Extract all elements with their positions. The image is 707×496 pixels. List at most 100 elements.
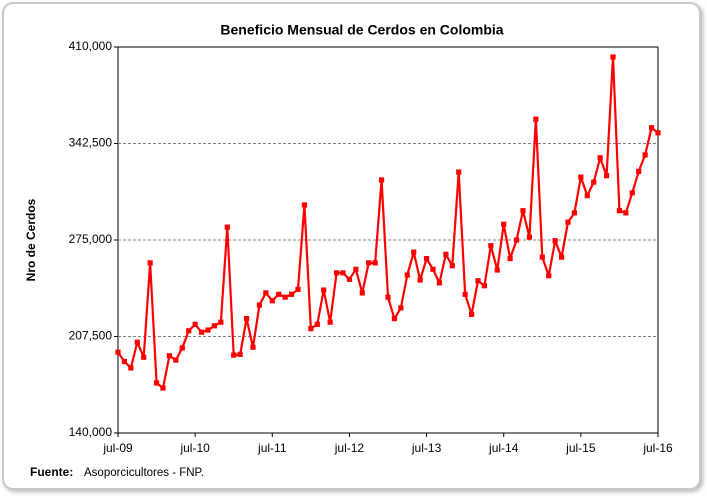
data-point [430,266,436,272]
chart-frame [2,2,701,490]
x-tick-label: jul-11 [257,441,287,455]
data-point [642,152,648,158]
y-tick-label: 275,000 [69,232,113,246]
data-point [623,210,629,216]
data-point [295,286,301,292]
data-point [404,272,410,278]
data-point [423,255,430,262]
data-point [218,319,224,325]
data-point [237,351,243,357]
data-point [603,173,610,179]
data-point [533,116,539,122]
data-point [147,260,153,266]
x-tick-label: jul-15 [565,441,596,455]
data-point [546,273,552,279]
data-point [231,352,237,358]
data-point [385,294,391,300]
data-point [481,283,488,289]
data-point [436,280,443,286]
data-point [321,287,327,293]
x-tick-label: jul-12 [334,441,365,455]
data-point [539,254,545,260]
chart-title: Beneficio Mensual de Cerdos en Colombia [220,22,503,38]
data-point [417,277,423,283]
data-point [333,270,340,276]
data-point [160,385,166,391]
data-point [269,298,275,304]
data-point [134,339,140,345]
data-point [372,260,378,266]
data-point [610,54,616,60]
data-point [256,302,263,308]
data-point [462,291,468,297]
data-point [128,365,134,371]
data-point [198,329,205,335]
data-point [398,305,404,311]
data-point [121,358,128,365]
data-point [327,319,333,325]
data-point [597,155,603,161]
data-point [591,179,597,185]
data-point [263,290,269,296]
x-tick-label: jul-09 [102,441,133,455]
data-point [224,224,230,230]
data-point [526,234,533,240]
source-label: Fuente: [30,465,73,479]
data-point [571,210,578,216]
data-point [186,328,192,334]
data-point [636,168,642,174]
data-point [456,169,462,175]
y-axis-label: Nro de Cerdos [24,198,38,281]
data-point [166,353,173,359]
data-point [243,316,250,322]
data-point [584,193,590,199]
data-point [475,278,481,284]
y-tick-label: 207,500 [69,329,113,343]
data-point [513,237,520,243]
data-point [288,291,295,297]
data-point [468,311,475,317]
data-point [141,354,147,360]
data-point [501,221,507,227]
data-point [346,276,353,282]
data-point [173,357,179,363]
x-tick-label: jul-16 [642,441,673,455]
data-point [340,270,346,276]
data-point [115,349,121,355]
data-point [520,208,526,214]
data-point [308,326,314,332]
data-point [443,251,449,257]
data-point [411,249,417,255]
data-point [179,345,185,351]
x-tick-label: jul-10 [179,441,210,455]
data-point [558,254,565,260]
data-point [301,202,308,208]
data-point [449,263,455,269]
source: Asoporcicultores - FNP. [84,467,204,479]
data-point [250,344,256,350]
data-point [655,130,661,136]
y-tick-label: 342,500 [69,136,113,150]
data-point [494,267,500,273]
data-point [192,321,198,327]
data-point [629,190,635,196]
y-tick-label: 140,000 [69,425,113,439]
data-point [578,174,584,180]
data-point [314,321,320,327]
data-point [378,177,385,183]
x-tick-label: jul-14 [488,441,519,455]
data-point [359,290,365,296]
data-point [276,291,282,297]
data-point [366,260,372,266]
data-point [391,316,398,322]
data-point [282,294,288,300]
data-point [648,125,655,131]
data-point [211,323,218,329]
data-point [153,380,160,386]
data-point [488,243,494,249]
data-point [205,327,211,333]
data-point [552,238,558,244]
data-point [616,208,623,214]
y-tick-label: 410,000 [69,39,113,53]
